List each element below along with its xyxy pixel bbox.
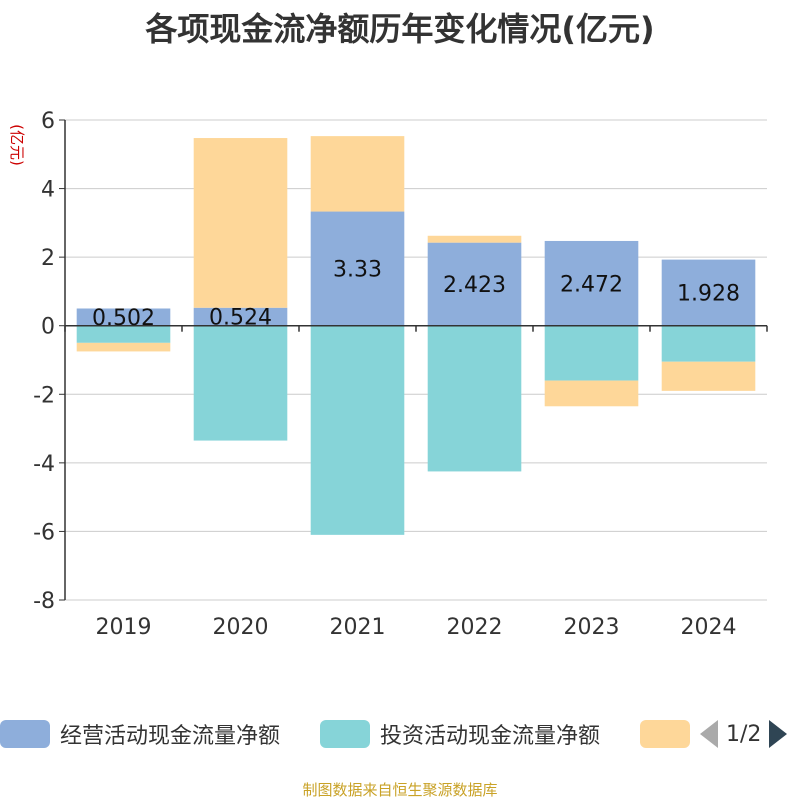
y-tick-label: -6: [33, 520, 55, 545]
bar-chart: (亿元) 6 4 2 0 -2 -4 -6 -8 2019 2020 2021 2022 2023 20…: [8, 109, 768, 640]
bar-series1-2019: [76, 325, 171, 343]
legend-label-investing: 投资活动现金流量净额: [380, 724, 601, 749]
bar-series1-2021: [310, 325, 405, 535]
bar-series2-2022: [427, 235, 522, 243]
bar-series1-2022: [427, 325, 522, 472]
bar-series0-2019: [76, 308, 171, 326]
chevron-right-icon[interactable]: [769, 720, 788, 748]
y-tick-label: -2: [33, 383, 55, 408]
y-axis-label: (亿元): [8, 124, 26, 166]
legend-item-investing[interactable]: 投资活动现金流量净额: [320, 716, 600, 752]
y-tick-label: 0: [41, 315, 55, 340]
x-tick-label: 2019: [96, 615, 152, 640]
y-tick-label: 2: [41, 246, 55, 271]
legend-item-operating[interactable]: 经营活动现金流量净额: [0, 716, 280, 752]
legend: 经营活动现金流量净额 投资活动现金流量净额: [0, 716, 800, 752]
data-label: 2.423: [443, 273, 506, 298]
legend-pager: 1/2: [700, 716, 800, 752]
legend-page-indicator: 1/2: [726, 721, 762, 747]
bar-series0-2021: [310, 211, 405, 326]
bar-series0-2023: [544, 240, 639, 326]
bar-series2-2020: [193, 138, 288, 308]
data-label: 1.928: [677, 282, 740, 307]
data-label: 3.33: [333, 258, 382, 283]
bar-series2-2024: [661, 361, 756, 391]
chart-title: 各项现金流净额历年变化情况(亿元): [145, 10, 655, 48]
data-label: 2.472: [560, 272, 623, 297]
bar-series1-2020: [193, 325, 288, 441]
bar-series1-2024: [661, 325, 756, 362]
legend-swatch-financing: [640, 720, 690, 748]
y-tick-label: 6: [41, 109, 55, 134]
x-tick-label: 2022: [447, 615, 503, 640]
legend-item-financing[interactable]: [640, 716, 700, 752]
x-tick-label: 2020: [213, 615, 269, 640]
y-tick-label: -8: [33, 589, 55, 614]
x-tick-label: 2023: [564, 615, 620, 640]
bar-series0-2024: [661, 259, 756, 326]
bar-series2-2021: [310, 136, 405, 212]
bar-series2-2019: [76, 342, 171, 352]
x-tick-label: 2024: [681, 615, 737, 640]
bar-series2-2023: [544, 380, 639, 407]
legend-swatch-operating: [0, 720, 50, 748]
bar-series0-2022: [427, 242, 522, 326]
data-label: 0.524: [209, 306, 272, 331]
data-label: 0.502: [92, 306, 155, 331]
chevron-left-icon[interactable]: [700, 720, 718, 748]
y-tick-label: 4: [41, 178, 55, 203]
bar-series0-2020: [193, 307, 288, 326]
x-tick-label: 2021: [330, 615, 386, 640]
legend-label-operating: 经营活动现金流量净额: [60, 724, 281, 749]
bar-series1-2023: [544, 325, 639, 381]
source-note: 制图数据来自恒生聚源数据库: [302, 781, 498, 799]
y-tick-label: -4: [33, 452, 55, 477]
legend-swatch-investing: [320, 720, 370, 748]
